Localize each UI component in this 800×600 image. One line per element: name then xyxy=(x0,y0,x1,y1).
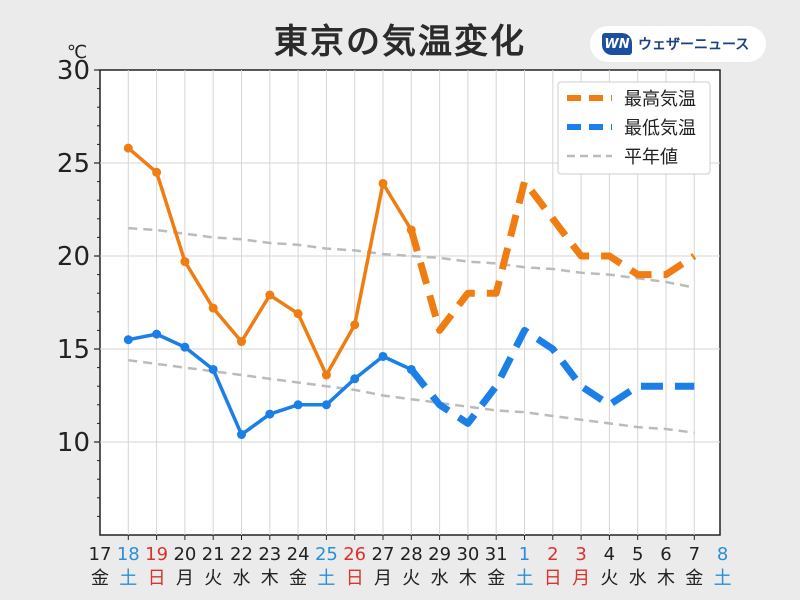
max-temp-point xyxy=(378,178,388,188)
x-tick-weekday: 月 xyxy=(374,568,392,589)
weathernews-logo: WN ウェザーニュース xyxy=(590,26,766,62)
x-tick-weekday: 金 xyxy=(487,568,505,589)
x-tick-weekday: 木 xyxy=(657,568,675,589)
x-tick-weekday: 土 xyxy=(714,568,732,589)
x-tick-date: 1 xyxy=(519,544,530,565)
x-tick-date: 20 xyxy=(173,544,196,565)
max-temp-forecast-line xyxy=(407,178,697,334)
max-temp-point xyxy=(406,225,416,235)
min-temp-point xyxy=(378,351,388,361)
min-temp-point xyxy=(321,400,331,410)
x-tick-weekday: 火 xyxy=(600,568,618,589)
x-axis: 17金18土19日20月21火22水23木24金25土26日27月28火29水3… xyxy=(89,535,732,589)
min-temp-point xyxy=(237,430,246,440)
x-tick-date: 29 xyxy=(428,544,451,565)
min-temp-point xyxy=(406,364,416,374)
x-tick-weekday: 日 xyxy=(544,568,562,589)
legend-min-temp-label: 最低気温 xyxy=(624,118,696,139)
min-temp-point xyxy=(123,335,133,345)
x-tick-weekday: 土 xyxy=(516,568,534,589)
min-temp-point xyxy=(265,409,275,419)
min-temp-point xyxy=(180,342,190,352)
x-tick-date: 23 xyxy=(258,544,281,565)
x-tick-weekday: 日 xyxy=(148,568,166,589)
x-tick-weekday: 金 xyxy=(91,568,109,589)
x-tick-date: 17 xyxy=(89,544,112,565)
max-temp-point xyxy=(321,370,331,380)
max-temp-point xyxy=(180,257,190,267)
chart-title: 東京の気温変化 xyxy=(274,22,526,62)
series-layer xyxy=(123,143,697,440)
x-tick-weekday: 木 xyxy=(459,568,477,589)
x-tick-weekday: 水 xyxy=(233,568,251,589)
x-tick-date: 6 xyxy=(660,544,671,565)
x-tick-date: 18 xyxy=(117,544,140,565)
min-temp-forecast-line xyxy=(408,326,695,427)
min-temp-point xyxy=(208,364,218,374)
x-tick-date: 22 xyxy=(230,544,253,565)
max-temp-point xyxy=(350,320,360,330)
weathernews-mark-icon: WN xyxy=(602,33,632,55)
min-temp-point xyxy=(350,374,360,384)
max-temp-point xyxy=(123,143,133,153)
logo-text: ウェザーニュース xyxy=(638,37,750,53)
y-tick-label: 30 xyxy=(57,56,90,86)
normal-high-line xyxy=(128,226,695,289)
x-tick-weekday: 水 xyxy=(431,568,449,589)
y-unit-label: ℃ xyxy=(67,42,87,63)
x-tick-date: 5 xyxy=(632,544,643,565)
legend-max-temp-label: 最高気温 xyxy=(624,89,696,110)
max-temp-point xyxy=(237,337,246,347)
x-tick-weekday: 木 xyxy=(261,568,279,589)
x-tick-weekday: 火 xyxy=(402,568,420,589)
x-tick-date: 2 xyxy=(547,544,558,565)
x-tick-date: 24 xyxy=(287,544,310,565)
x-tick-date: 3 xyxy=(575,544,586,565)
x-tick-weekday: 土 xyxy=(119,568,137,589)
max-temp-point xyxy=(208,303,218,313)
x-tick-weekday: 金 xyxy=(685,568,703,589)
x-tick-date: 28 xyxy=(400,544,423,565)
x-tick-weekday: 日 xyxy=(346,568,364,589)
x-tick-weekday: 火 xyxy=(204,568,222,589)
legend-normal-label: 平年値 xyxy=(624,147,678,168)
x-tick-date: 30 xyxy=(456,544,479,565)
x-tick-weekday: 土 xyxy=(317,568,335,589)
x-tick-weekday: 金 xyxy=(289,568,307,589)
x-tick-date: 27 xyxy=(372,544,395,565)
max-temp-point xyxy=(265,290,275,300)
min-temp-point xyxy=(152,329,162,339)
max-temp-point xyxy=(152,167,162,177)
max-temp-point xyxy=(293,309,303,319)
legend-box xyxy=(557,81,711,175)
x-tick-date: 21 xyxy=(202,544,225,565)
x-tick-date: 7 xyxy=(689,544,700,565)
y-tick-label: 10 xyxy=(57,428,90,458)
y-tick-label: 15 xyxy=(57,335,90,365)
x-tick-weekday: 月 xyxy=(572,568,590,589)
x-tick-date: 4 xyxy=(604,544,615,565)
x-tick-date: 31 xyxy=(485,544,508,565)
x-tick-weekday: 月 xyxy=(176,568,194,589)
y-tick-label: 20 xyxy=(57,242,90,272)
normal-low-line xyxy=(128,358,695,434)
x-tick-date: 19 xyxy=(145,544,168,565)
y-axis: 10 15 20 25 30℃ xyxy=(57,42,100,517)
x-tick-date: 26 xyxy=(343,544,366,565)
x-tick-weekday: 水 xyxy=(629,568,647,589)
min-temp-point xyxy=(293,400,303,410)
x-tick-date: 25 xyxy=(315,544,338,565)
x-tick-date: 8 xyxy=(717,544,728,565)
y-tick-label: 25 xyxy=(57,149,90,179)
grid xyxy=(100,70,720,535)
